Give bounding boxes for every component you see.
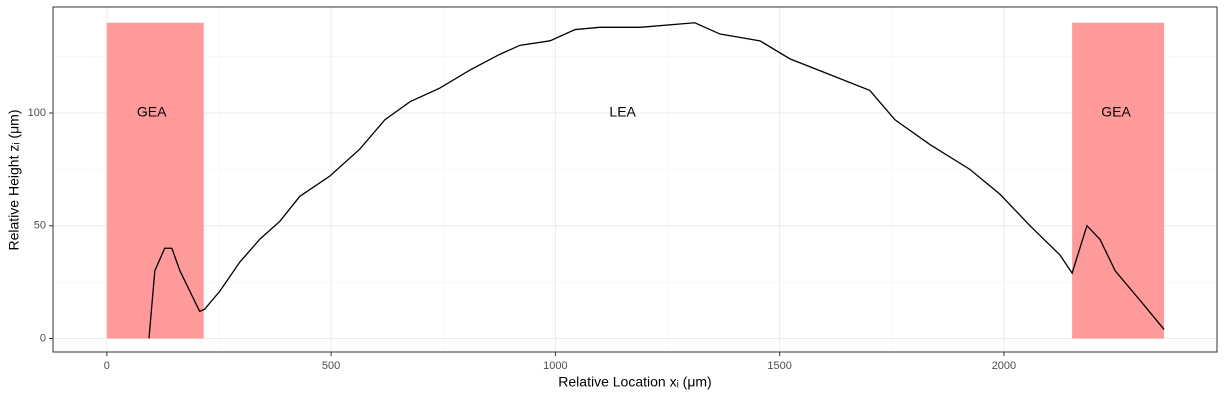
y-tick-label: 0 [40, 332, 46, 344]
annotation: LEA [609, 104, 636, 120]
panel-border [52, 6, 1218, 353]
y-tick-label: 100 [28, 107, 46, 119]
y-axis-title: Relative Height zᵢ (μm) [6, 110, 22, 251]
x-axis-title: Relative Location xᵢ (μm) [558, 374, 711, 390]
y-tick-label: 50 [34, 220, 46, 232]
x-tick-label: 500 [322, 360, 340, 372]
data-line [148, 22, 1165, 339]
x-tick-label: 1500 [767, 360, 791, 372]
annotation: GEA [137, 104, 167, 120]
x-tick-label: 1000 [543, 360, 567, 372]
region [1072, 22, 1165, 339]
annotation: GEA [1101, 104, 1131, 120]
x-tick-label: 0 [104, 360, 110, 372]
x-tick-label: 2000 [992, 360, 1016, 372]
